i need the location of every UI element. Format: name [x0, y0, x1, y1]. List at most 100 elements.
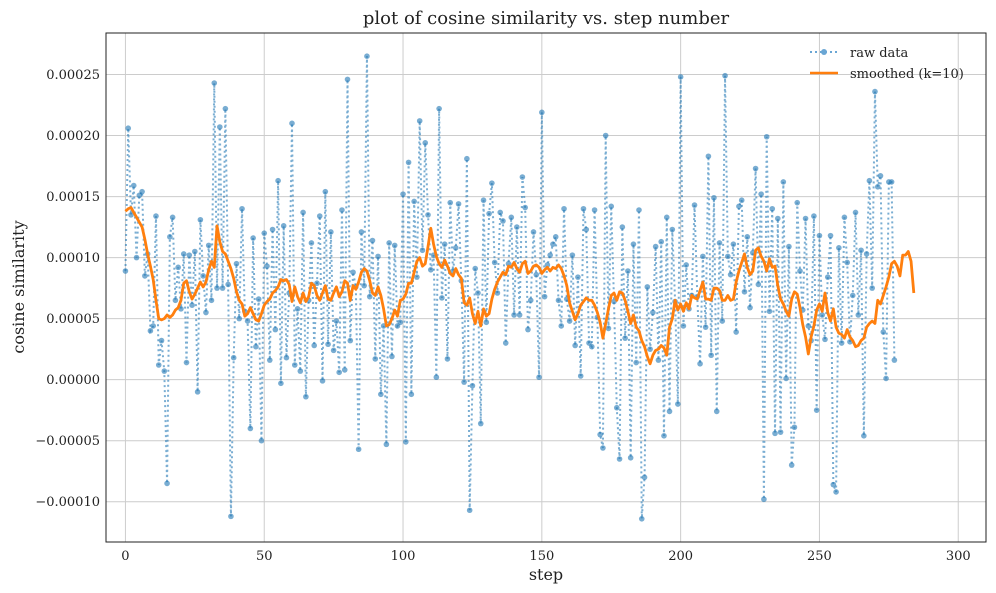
raw-data-point — [164, 480, 170, 487]
raw-data-point — [375, 253, 381, 260]
raw-data-point — [849, 292, 856, 299]
raw-data-point — [172, 297, 179, 304]
raw-data-point — [680, 323, 687, 329]
raw-data-point — [264, 263, 270, 269]
raw-data-point — [508, 214, 515, 221]
y-tick-label: 0.00025 — [46, 68, 100, 83]
raw-data-point — [633, 359, 640, 366]
raw-data-point — [719, 318, 726, 324]
legend-smoothed-label: smoothed (k=10) — [850, 67, 964, 82]
raw-data-point — [180, 251, 187, 257]
raw-data-point — [486, 210, 492, 217]
raw-data-point — [200, 273, 206, 279]
raw-data-point — [253, 343, 259, 350]
raw-data-point — [766, 308, 773, 315]
raw-data-point — [700, 253, 706, 260]
raw-data-point — [239, 205, 245, 212]
raw-data-point — [214, 285, 220, 291]
raw-data-point — [477, 420, 484, 427]
raw-data-point — [175, 264, 181, 271]
raw-data-point — [122, 268, 129, 274]
legend-raw-swatch-marker — [821, 49, 827, 55]
raw-data-point — [222, 105, 229, 112]
raw-data-point — [366, 293, 373, 300]
raw-data-point — [763, 133, 770, 140]
raw-data-point — [219, 285, 226, 291]
raw-data-point — [494, 290, 501, 296]
smoothed-series — [124, 206, 916, 366]
raw-data-point — [469, 382, 476, 389]
raw-data-point — [397, 319, 404, 326]
raw-data-point — [403, 439, 409, 445]
raw-data-point — [891, 357, 898, 363]
raw-data-point — [391, 242, 398, 249]
raw-data-point — [205, 242, 212, 249]
raw-data-point — [591, 207, 598, 213]
raw-data-point — [511, 312, 517, 318]
raw-data-point — [852, 209, 859, 216]
raw-data-point — [822, 336, 828, 343]
raw-data-point — [747, 304, 753, 311]
raw-data-point — [613, 404, 620, 411]
raw-data-point — [408, 391, 415, 398]
raw-data-series — [122, 53, 898, 522]
raw-data-point — [705, 153, 712, 160]
raw-data-point — [600, 445, 606, 451]
raw-data-point — [711, 194, 717, 201]
plot-area-frame — [105, 32, 987, 543]
raw-data-point — [266, 357, 273, 363]
raw-data-point — [128, 212, 134, 218]
raw-data-point — [197, 216, 204, 223]
raw-data-point — [655, 357, 662, 363]
raw-data-point — [561, 205, 567, 212]
raw-data-point — [280, 223, 287, 229]
raw-data-point — [752, 165, 759, 172]
raw-data-point — [539, 109, 545, 116]
raw-data-point — [192, 248, 198, 255]
x-axis-ticks: 0 50 100 150 200 250 300 — [121, 549, 970, 564]
raw-data-point — [475, 290, 481, 296]
raw-data-point — [261, 230, 268, 236]
raw-data-point — [358, 229, 365, 235]
raw-data-point — [439, 295, 445, 301]
y-tick-label: 0.00015 — [46, 190, 100, 205]
raw-data-point — [466, 507, 473, 514]
raw-data-point — [269, 226, 276, 233]
raw-data-point — [558, 323, 565, 329]
smoothed-line — [124, 206, 916, 366]
raw-data-point — [730, 241, 737, 247]
raw-data-point — [425, 212, 431, 218]
raw-data-point — [761, 496, 767, 503]
raw-data-point — [663, 214, 670, 221]
raw-data-point — [619, 224, 626, 230]
x-tick-label: 0 — [121, 549, 129, 564]
raw-data-point — [514, 224, 520, 230]
raw-data-point — [733, 329, 739, 335]
raw-data-point — [783, 375, 789, 382]
raw-data-point — [824, 274, 831, 280]
raw-data-point — [294, 306, 301, 312]
raw-data-point — [147, 328, 154, 334]
raw-data-point — [250, 235, 256, 241]
raw-data-point — [347, 337, 354, 344]
raw-data-point — [522, 204, 528, 211]
raw-data-point — [400, 191, 406, 197]
raw-data-point — [627, 454, 634, 461]
x-axis-title: step — [529, 565, 563, 584]
raw-data-point — [230, 354, 237, 361]
y-tick-label: 0.00010 — [46, 251, 100, 266]
raw-data-point — [638, 516, 645, 522]
raw-data-point — [858, 247, 864, 254]
raw-data-point — [786, 243, 792, 250]
raw-data-point — [258, 437, 265, 444]
raw-data-point — [464, 155, 470, 162]
raw-data-point — [797, 268, 803, 274]
raw-data-point — [861, 433, 867, 439]
raw-data-point — [569, 252, 576, 258]
raw-data-point — [489, 180, 495, 186]
raw-data-point — [491, 259, 498, 266]
raw-data-point — [314, 280, 320, 287]
raw-data-point — [300, 209, 306, 216]
raw-data-point — [841, 214, 848, 221]
